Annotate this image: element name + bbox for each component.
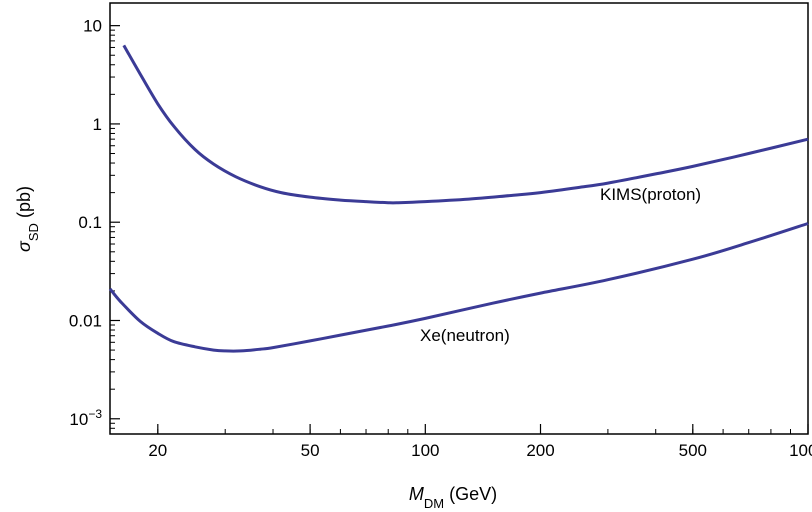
x-ticks	[157, 424, 809, 434]
x-tick-label: 200	[526, 441, 554, 460]
y-tick-label: 10−3	[69, 407, 102, 429]
y-axis-label: σSD (pb)	[14, 186, 41, 252]
x-axis-label: MDM (GeV)	[409, 484, 497, 511]
series-label: KIMS(proton)	[600, 185, 701, 204]
x-tick-label: 100	[411, 441, 439, 460]
plot-frame	[109, 2, 809, 435]
series-labels: KIMS(proton) Xe(neutron)	[420, 185, 701, 345]
y-tick-label: 10	[83, 17, 102, 36]
x-tick-label: 1000	[789, 441, 812, 460]
series-line	[122, 44, 809, 205]
series-lines	[108, 44, 809, 353]
y-ticks	[110, 25, 120, 435]
y-tick-label: 0.01	[69, 311, 102, 330]
y-tick-label: 1	[93, 115, 102, 134]
x-tick-label: 20	[148, 441, 167, 460]
y-tick-label: 0.1	[78, 213, 102, 232]
x-tick-labels: 20 50 100 200 500 1000	[148, 441, 812, 460]
series-label: Xe(neutron)	[420, 326, 510, 345]
x-tick-label: 500	[679, 441, 707, 460]
y-tick-labels: 10 1 0.1 0.01 10−3	[69, 17, 102, 429]
series-line	[108, 222, 809, 353]
x-tick-label: 50	[301, 441, 320, 460]
